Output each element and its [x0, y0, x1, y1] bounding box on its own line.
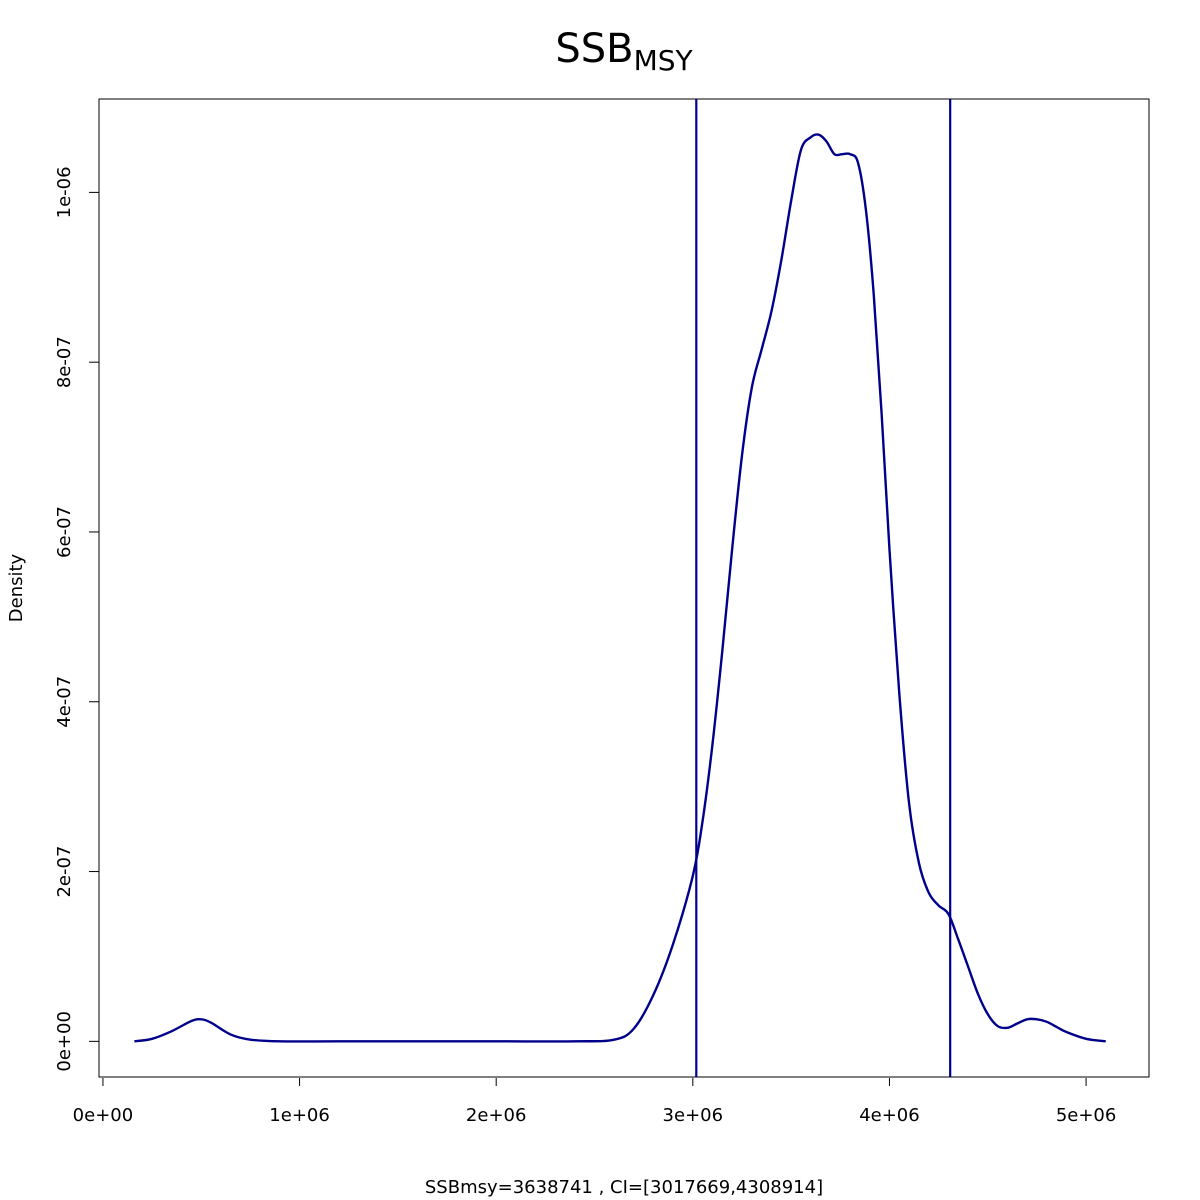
x-axis-title: SSBmsy=3638741 , CI=[3017669,4308914] [425, 1177, 823, 1198]
chart-title-main: SSB [555, 26, 633, 72]
x-tick-label: 1e+06 [269, 1105, 330, 1126]
plot-frame [98, 98, 1150, 1078]
series-group [134, 133, 1106, 1043]
y-tick-label: 6e-07 [54, 506, 75, 558]
chart-title-subscript: MSY [634, 44, 694, 77]
ci-lines [695, 99, 952, 1077]
x-tick-label: 2e+06 [466, 1105, 527, 1126]
y-axis-title: Density [6, 553, 27, 622]
y-tick-label: 4e-07 [54, 676, 75, 728]
y-tick-label: 2e-07 [54, 846, 75, 898]
x-tick-label: 0e+00 [73, 1105, 134, 1126]
x-axis: 0e+00 1e+06 2e+06 3e+06 4e+06 5e+06 [73, 1076, 1117, 1126]
density-curve [134, 133, 1106, 1043]
x-tick-label: 4e+06 [859, 1105, 920, 1126]
y-tick-label: 8e-07 [54, 336, 75, 388]
y-tick-label: 1e-06 [54, 166, 75, 218]
y-tick-label: 0e+00 [54, 1011, 75, 1072]
y-axis: 0e+00 2e-07 4e-07 6e-07 8e-07 1e-06 [54, 166, 100, 1072]
chart-title: SSBMSY [555, 26, 693, 77]
x-tick-label: 3e+06 [663, 1105, 724, 1126]
x-tick-label: 5e+06 [1056, 1105, 1117, 1126]
